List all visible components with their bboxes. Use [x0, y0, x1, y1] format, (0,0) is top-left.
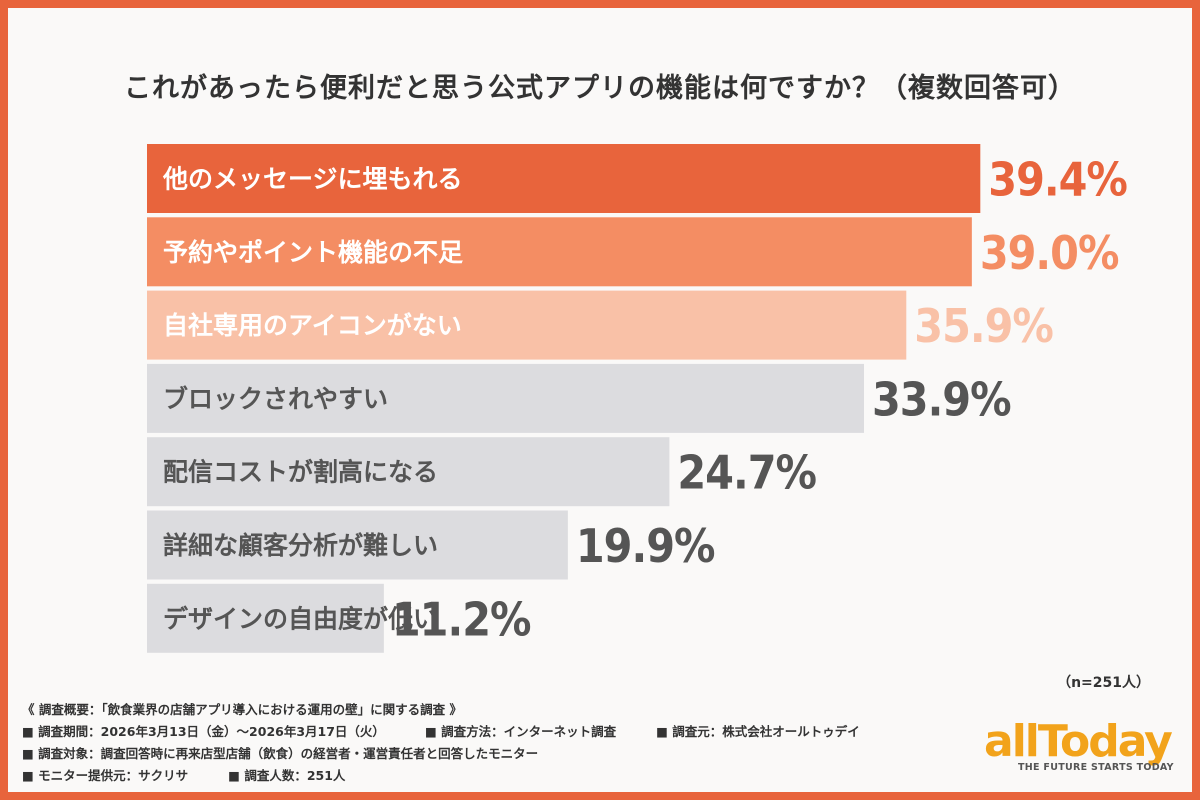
value-label-3: 35.9%	[914, 299, 1053, 353]
value-label-6: 19.9%	[576, 519, 715, 573]
bar-label-3: 自社専用のアイコンがない	[163, 311, 462, 340]
logo-wordmark: allToday	[984, 716, 1173, 767]
survey-period: ■ 調査期間：2026年3月13日（金）～2026年3月17日（火）	[22, 724, 385, 739]
bar-label-5: 配信コストが割高になる	[163, 458, 438, 487]
bar-label-2: 予約やポイント機能の不足	[163, 238, 463, 267]
bar-6	[147, 510, 568, 580]
bar-chart: 他のメッセージに埋もれる 39.4% 予約やポイント機能の不足 39.0% 自社専用のア…	[147, 144, 1128, 653]
bar-5	[147, 437, 670, 507]
alltoday-logo: allToday THE FUTURE STARTS TODAY	[984, 716, 1184, 774]
survey-count: ■ 調査人数：251人	[228, 768, 346, 783]
bar-2	[147, 217, 972, 287]
logo-tagline: THE FUTURE STARTS TODAY	[1018, 762, 1174, 773]
value-label-7: 11.2%	[392, 592, 531, 646]
survey-target: ■ 調査対象：調査回答時に再来店型店舗（飲食）の経営者・運営責任者と回答したモニ…	[22, 746, 539, 761]
bar-4	[147, 363, 864, 433]
survey-heading: 《 調査概要：「飲食業界の店舗アプリ導入における運用の壁」に関する調査 》	[22, 702, 462, 717]
sample-size-note: （n=251人）	[1057, 675, 1150, 691]
chart-frame: これがあったら便利だと思う公式アプリの機能は何ですか？（複数回答可） 他のメッセ…	[8, 8, 1192, 792]
bar-label-7: デザインの自由度が低い	[163, 604, 438, 633]
value-label-4: 33.9%	[872, 372, 1011, 426]
chart-title: これがあったら便利だと思う公式アプリの機能は何ですか？（複数回答可）	[124, 73, 1076, 104]
value-label-1: 39.4%	[988, 153, 1127, 207]
bar-3	[147, 290, 907, 360]
bar-label-1: 他のメッセージに埋もれる	[162, 165, 463, 194]
value-label-2: 39.0%	[980, 226, 1119, 280]
bar-1	[147, 144, 981, 213]
bar-7	[147, 583, 384, 653]
survey-provider: ■ モニター提供元：サクリサ	[22, 768, 189, 783]
survey-method: ■ 調査方法：インターネット調査	[424, 724, 617, 739]
survey-source: ■ 調査元：株式会社オールトゥデイ	[656, 724, 860, 739]
bar-label-6: 詳細な顧客分析が難しい	[163, 531, 438, 560]
survey-overview: 《 調査概要：「飲食業界の店舗アプリ導入における運用の壁」に関する調査 》 ■ …	[22, 699, 860, 787]
value-label-5: 24.7%	[677, 446, 816, 500]
bar-label-4: ブロックされやすい	[163, 384, 388, 413]
